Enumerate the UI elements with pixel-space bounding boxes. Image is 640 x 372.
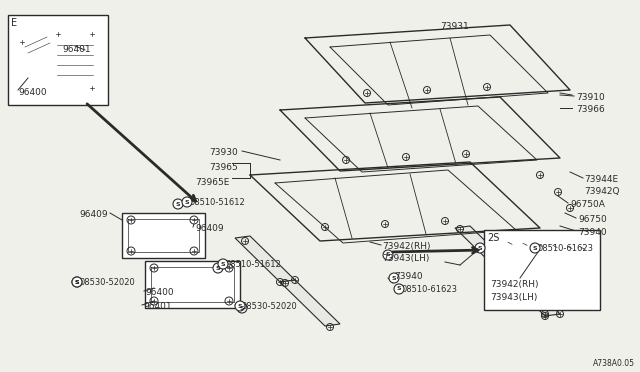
Text: S: S <box>240 305 244 311</box>
Text: S: S <box>216 266 220 270</box>
Circle shape <box>218 259 228 269</box>
Polygon shape <box>455 226 515 272</box>
Text: 08530-52020: 08530-52020 <box>242 302 298 311</box>
Text: 73931: 73931 <box>440 22 468 31</box>
Bar <box>484 230 600 310</box>
Text: S: S <box>386 253 390 257</box>
Text: 96750A: 96750A <box>570 200 605 209</box>
Polygon shape <box>55 32 95 90</box>
Text: S: S <box>237 304 243 308</box>
Text: 73942(RH): 73942(RH) <box>382 242 431 251</box>
Text: 73965: 73965 <box>209 163 238 172</box>
Circle shape <box>72 277 82 287</box>
Text: S: S <box>75 279 79 285</box>
Text: 73940: 73940 <box>578 228 607 237</box>
Polygon shape <box>122 213 205 258</box>
Text: S: S <box>221 262 225 266</box>
Polygon shape <box>500 270 560 316</box>
Text: A738A0.05: A738A0.05 <box>593 359 635 368</box>
Text: 96401: 96401 <box>62 45 91 54</box>
Text: S: S <box>532 246 538 250</box>
Circle shape <box>213 263 223 273</box>
Text: 08510-51612: 08510-51612 <box>189 198 244 207</box>
Circle shape <box>530 243 540 253</box>
Text: 96750: 96750 <box>578 215 607 224</box>
Text: S: S <box>397 286 401 292</box>
Text: 73910: 73910 <box>576 93 605 102</box>
Circle shape <box>389 273 399 283</box>
Circle shape <box>383 250 393 260</box>
Bar <box>8 15 108 105</box>
Text: 08510-61623: 08510-61623 <box>401 285 457 294</box>
Text: 08530-52020: 08530-52020 <box>79 278 135 287</box>
Text: S: S <box>185 199 189 205</box>
Text: 73943(LH): 73943(LH) <box>382 254 429 263</box>
Text: 73966: 73966 <box>576 105 605 114</box>
Circle shape <box>475 243 485 253</box>
Polygon shape <box>492 236 588 259</box>
Circle shape <box>235 301 245 311</box>
Polygon shape <box>145 261 240 308</box>
Text: 08510-51612: 08510-51612 <box>225 260 281 269</box>
Text: S: S <box>477 246 483 250</box>
Text: 73930: 73930 <box>209 148 238 157</box>
Circle shape <box>182 197 192 207</box>
Polygon shape <box>20 35 52 72</box>
Text: 73940: 73940 <box>394 272 422 281</box>
Text: 96400: 96400 <box>145 288 173 297</box>
Circle shape <box>72 277 82 287</box>
Text: 73942Q: 73942Q <box>584 187 620 196</box>
Text: 96409: 96409 <box>195 224 223 233</box>
Text: 96401: 96401 <box>143 302 172 311</box>
Text: 73944E: 73944E <box>584 175 618 184</box>
Polygon shape <box>235 236 295 282</box>
Text: S: S <box>392 276 396 280</box>
Circle shape <box>394 284 404 294</box>
Text: 08510-61623: 08510-61623 <box>537 244 593 253</box>
Text: 96409: 96409 <box>79 210 108 219</box>
Text: 73965E: 73965E <box>196 178 230 187</box>
Circle shape <box>173 199 183 209</box>
Text: S: S <box>75 279 79 285</box>
Polygon shape <box>280 280 340 326</box>
Text: 73942(RH): 73942(RH) <box>490 280 538 289</box>
Text: E: E <box>11 18 17 28</box>
Circle shape <box>237 303 247 313</box>
Text: 2S: 2S <box>487 233 499 243</box>
Text: 96400: 96400 <box>18 88 47 97</box>
Text: 73943(LH): 73943(LH) <box>490 293 538 302</box>
Text: S: S <box>176 202 180 206</box>
